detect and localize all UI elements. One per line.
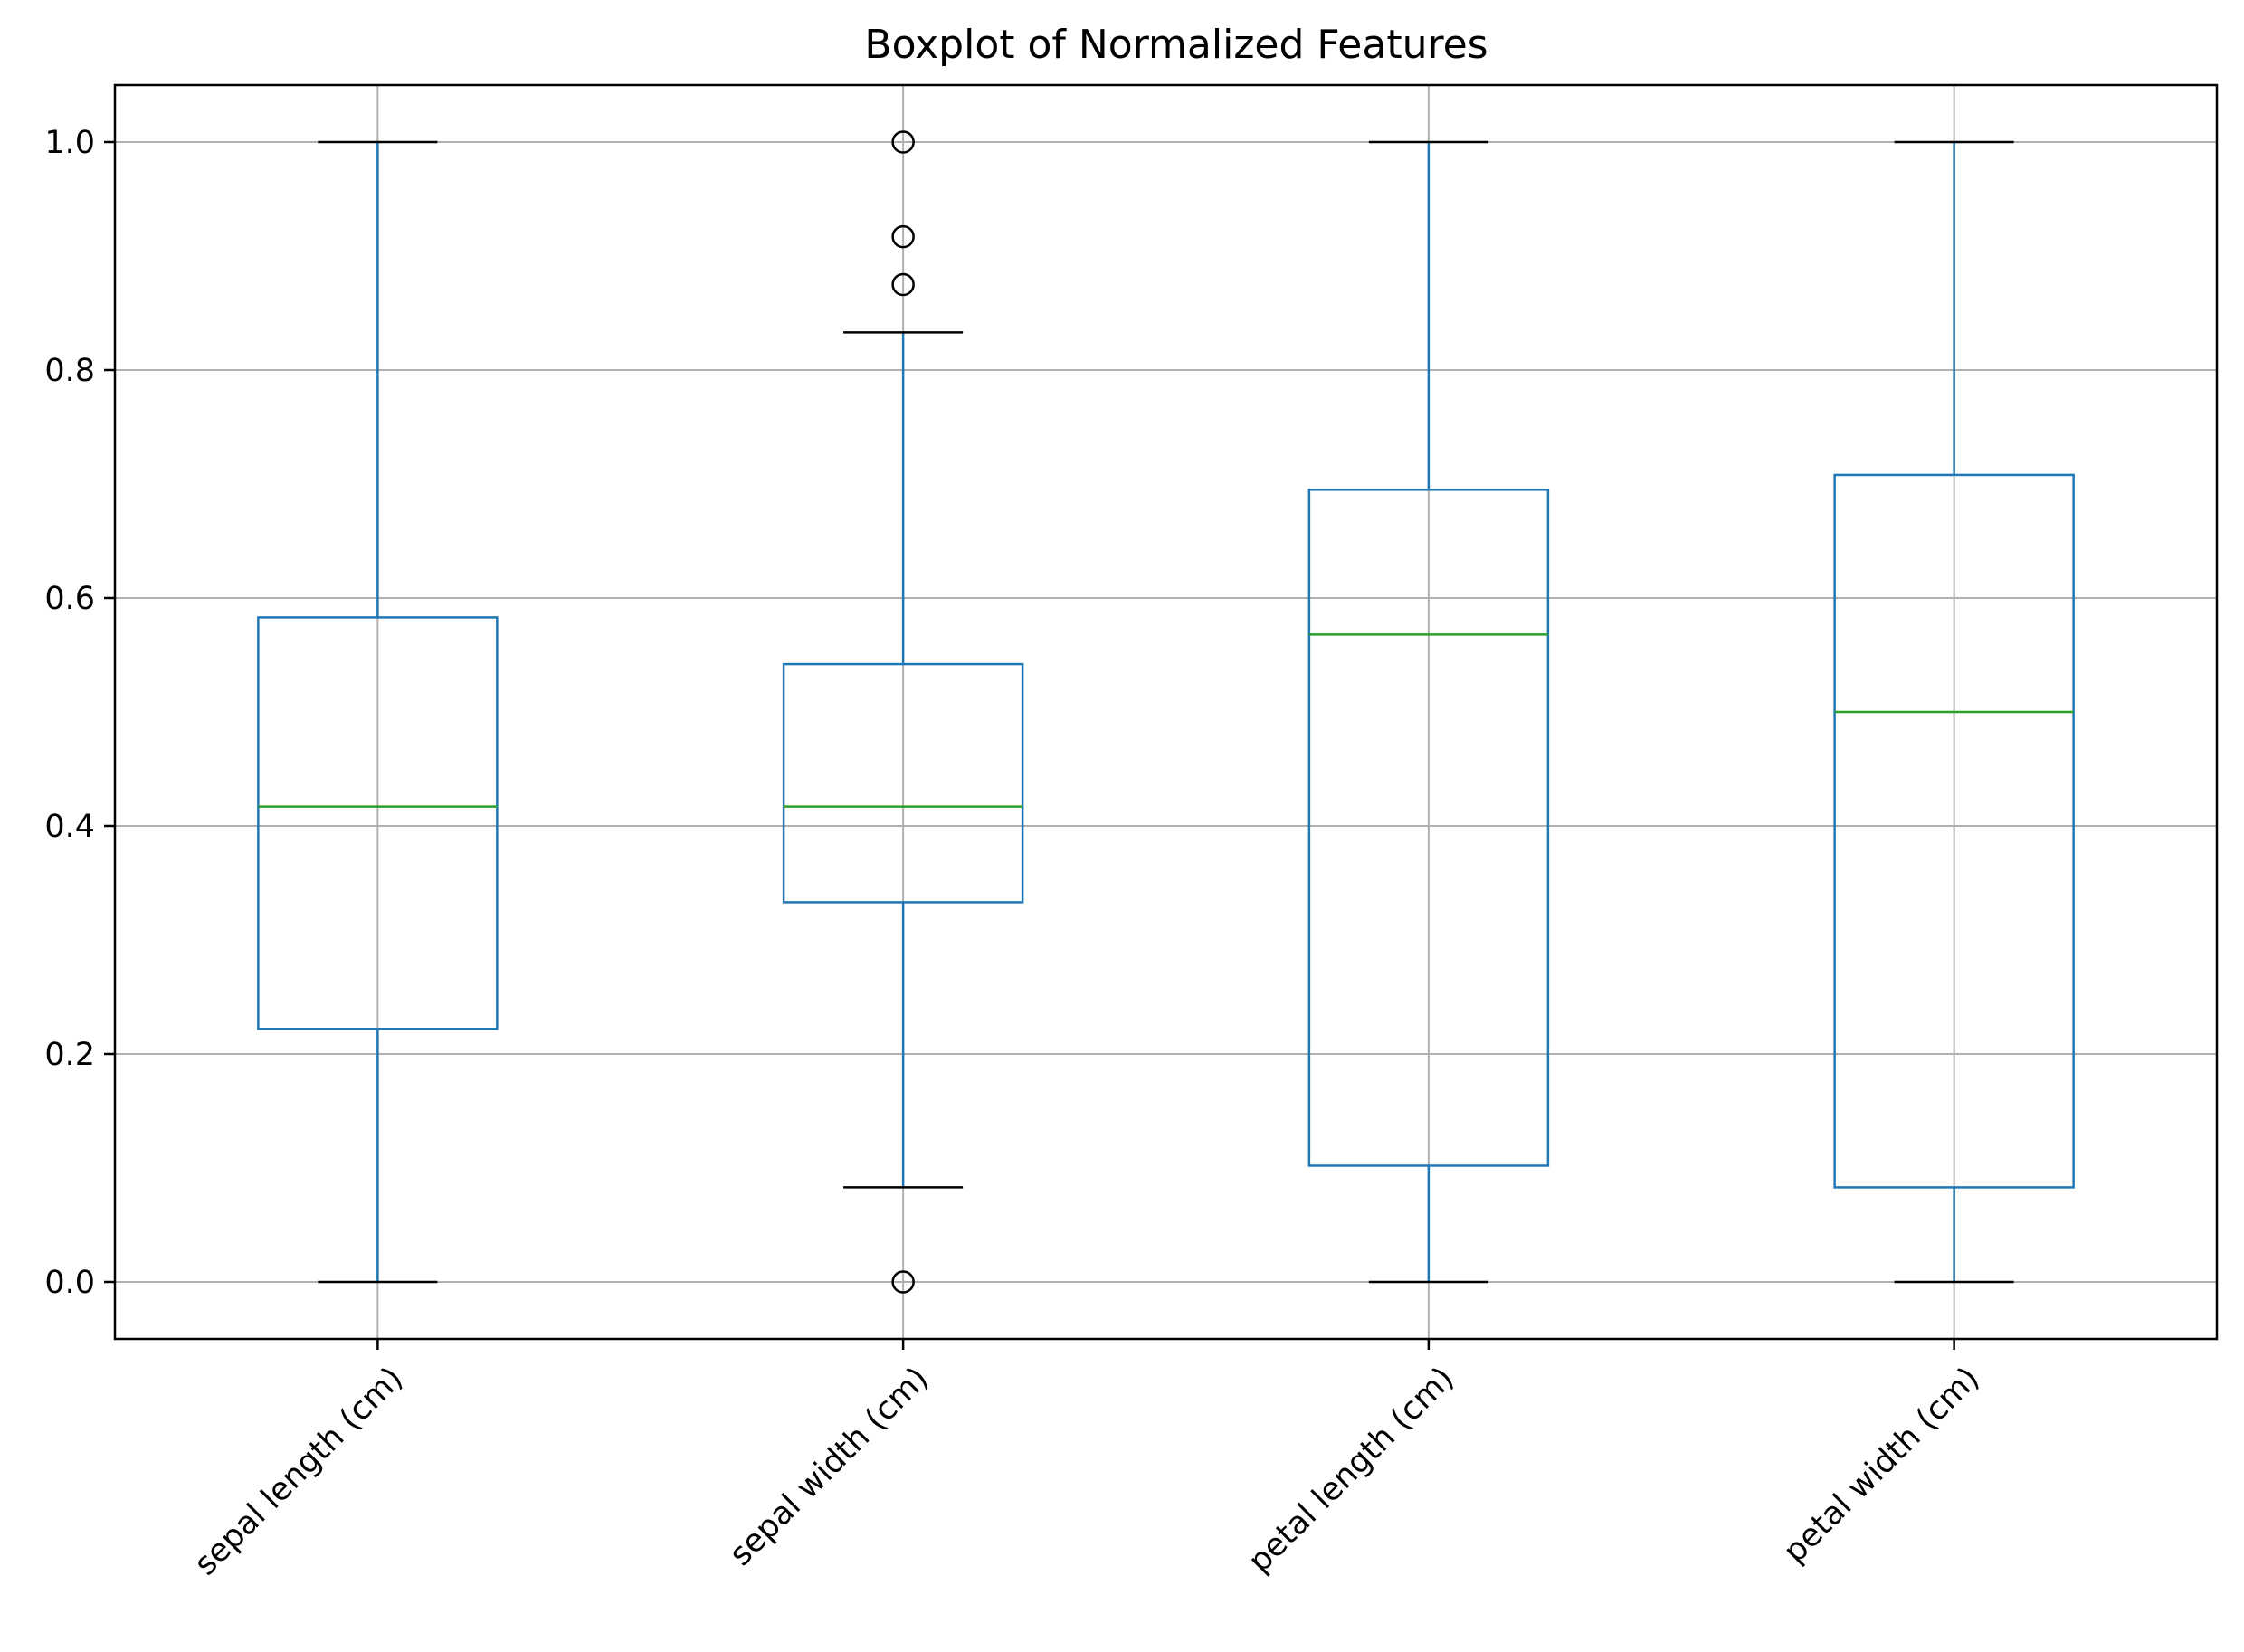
grid-lines <box>115 85 2217 1339</box>
iqr-box <box>257 616 499 1030</box>
chart-title: Boxplot of Normalized Features <box>864 22 1488 68</box>
x-tick-label: sepal width (cm) <box>723 1361 936 1573</box>
outlier-point <box>891 272 915 297</box>
box-3 <box>1833 140 2075 1284</box>
outlier-point <box>891 224 915 249</box>
box-2 <box>1307 140 1550 1284</box>
y-tick-label: 0.2 <box>44 1037 95 1073</box>
box-marks <box>257 130 2075 1294</box>
box-0 <box>257 140 499 1284</box>
plot-frame <box>113 83 2219 1341</box>
outlier-point <box>891 1270 915 1294</box>
iqr-box <box>1833 473 2075 1189</box>
outlier-point <box>891 130 915 154</box>
iqr-box <box>782 662 1024 904</box>
box-1 <box>782 130 1024 1294</box>
y-tick-label: 0.6 <box>44 581 95 617</box>
y-tick-label: 0.0 <box>44 1265 95 1301</box>
x-tick-label: petal length (cm) <box>1241 1361 1461 1581</box>
y-tick-label: 0.8 <box>44 353 95 389</box>
iqr-box <box>1307 489 1550 1167</box>
y-tick-label: 1.0 <box>44 125 95 161</box>
x-tick-label: petal width (cm) <box>1777 1361 1987 1571</box>
axes: 0.0 0.2 0.4 0.6 0.8 1.0 sepal length (cm) sepal… <box>44 125 1986 1582</box>
x-tick-label: sepal length (cm) <box>187 1361 410 1583</box>
y-tick-label: 0.4 <box>44 809 95 845</box>
